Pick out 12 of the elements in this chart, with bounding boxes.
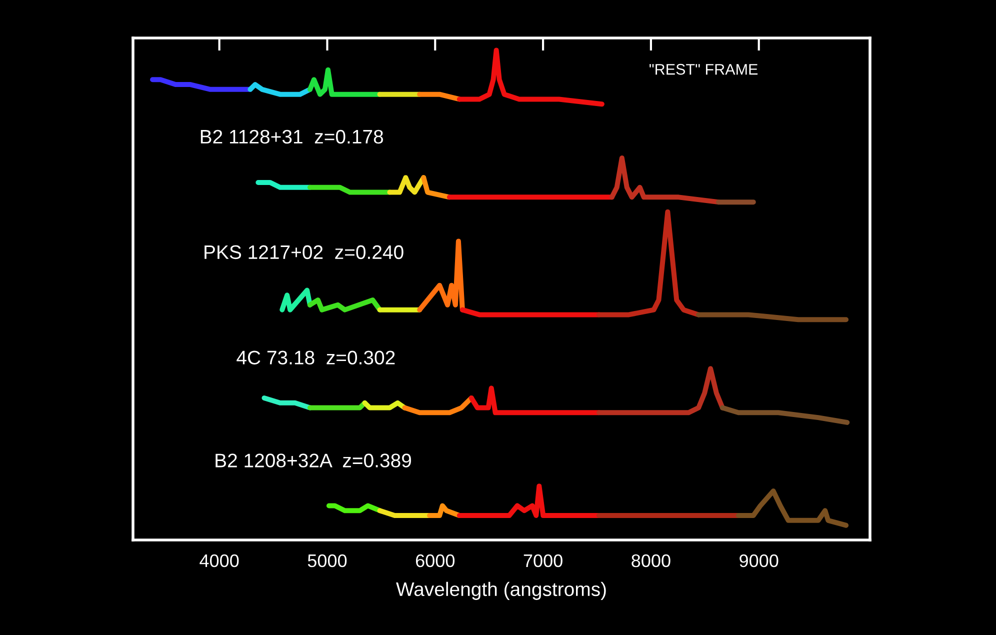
- annotation: "REST" FRAME: [650, 64, 758, 75]
- annotation: B2 1208+32A z=0.389: [216, 454, 412, 468]
- annotation: PKS 1217+02 z=0.240: [204, 245, 404, 260]
- annotation: 4C 73.18 z=0.302: [236, 350, 395, 364]
- x-tick-label: 7000: [524, 554, 562, 568]
- x-tick-label: 5000: [308, 554, 347, 568]
- annotation: B2 1128+31 z=0.178: [200, 130, 384, 144]
- x-tick-label: 6000: [416, 554, 455, 568]
- x-tick-label: 9000: [740, 554, 778, 568]
- x-axis-title: Wavelength (angstroms): [396, 582, 606, 600]
- x-tick-label: 4000: [200, 554, 239, 568]
- x-tick-label: 8000: [632, 554, 670, 568]
